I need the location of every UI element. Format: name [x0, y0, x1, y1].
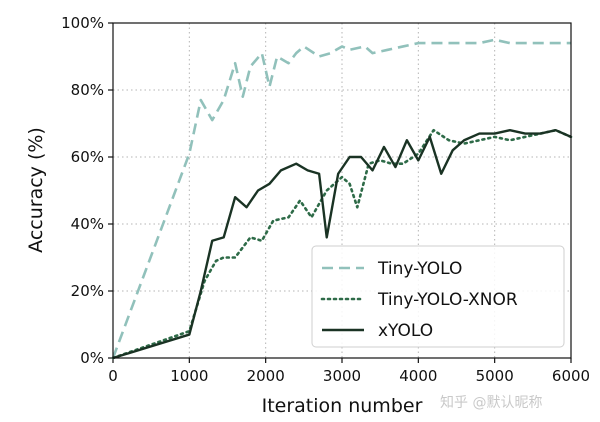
legend: Tiny-YOLO Tiny-YOLO-XNOR xYOLO — [311, 245, 565, 348]
x-tick-label: 6000 — [552, 367, 590, 385]
x-axis-label: Iteration number — [262, 395, 423, 417]
series-line-tiny-yolo — [111, 38, 571, 359]
series-lines — [111, 38, 573, 360]
series-line-tiny-yolo-xnor — [111, 128, 573, 360]
x-tick-label: 5000 — [476, 367, 514, 385]
plot-frame — [112, 22, 572, 359]
x-tick-label: 2000 — [247, 367, 285, 385]
legend-box — [311, 245, 565, 348]
watermark: 知乎 @默认昵称 — [440, 394, 542, 411]
axis-ticks: 0 1000 2000 3000 4000 5000 6000 0% 20% 40% 60% 80% 1… — [61, 14, 590, 385]
x-tick-label: 4000 — [399, 367, 437, 385]
y-tick-label: 60% — [71, 148, 104, 166]
y-tick-label: 0% — [80, 349, 104, 367]
legend-label: Tiny-YOLO — [377, 259, 462, 279]
x-tick-label: 1000 — [170, 367, 208, 385]
legend-label: xYOLO — [378, 321, 433, 341]
legend-label: Tiny-YOLO-XNOR — [377, 290, 518, 310]
x-tick-label: 0 — [108, 367, 118, 385]
x-tick-label: 3000 — [323, 367, 361, 385]
y-tick-label: 80% — [71, 81, 104, 99]
y-axis-label: Accuracy (%) — [25, 127, 47, 253]
y-tick-label: 20% — [71, 282, 104, 300]
y-tick-label: 40% — [71, 215, 104, 233]
y-tick-label: 100% — [61, 14, 104, 32]
series-line-xyolo — [112, 128, 572, 360]
